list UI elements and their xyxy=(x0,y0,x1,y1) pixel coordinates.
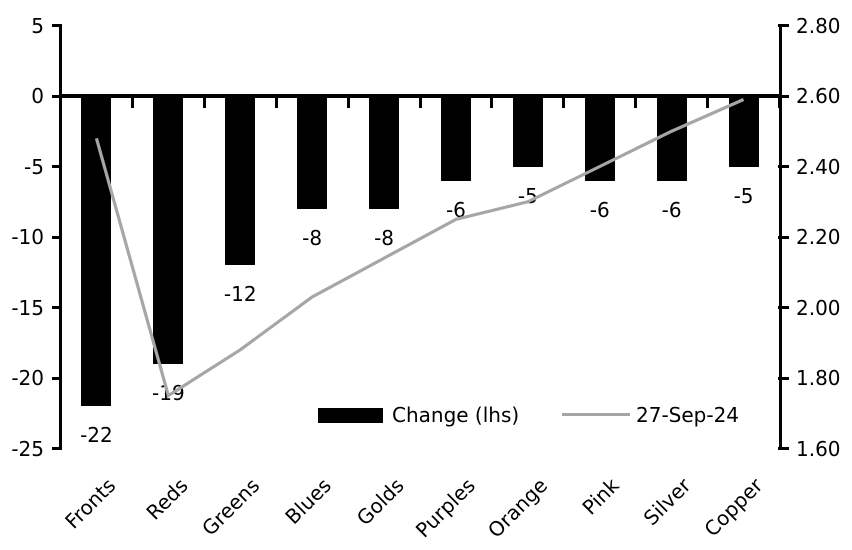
x-axis-tick xyxy=(778,96,781,108)
bar-reds xyxy=(153,96,184,364)
right-axis-tick-label: 2.00 xyxy=(796,295,841,320)
x-axis-tick xyxy=(346,96,350,108)
bar-blues xyxy=(297,96,328,209)
bar-silver xyxy=(656,96,687,181)
bar-label-purples: -6 xyxy=(445,197,466,222)
bar-label-copper: -5 xyxy=(733,183,754,208)
x-label-reds: Reds xyxy=(141,473,193,525)
bar-label-pink: -6 xyxy=(589,197,610,222)
bar-orange xyxy=(512,96,543,167)
x-axis-tick xyxy=(706,96,710,108)
left-axis-tick xyxy=(52,376,62,380)
legend-line-label: 27-Sep-24 xyxy=(636,403,740,427)
left-axis-tick-label: -25 xyxy=(11,436,44,461)
bar-copper xyxy=(728,96,759,167)
legend-bar-swatch xyxy=(318,408,383,423)
x-axis-tick xyxy=(274,96,278,108)
x-axis-tick xyxy=(490,96,494,108)
bar-purples xyxy=(440,96,471,181)
x-axis-tick xyxy=(634,96,638,108)
right-axis-tick xyxy=(778,165,789,168)
line-series-path xyxy=(94,98,745,399)
x-axis-tick xyxy=(418,96,422,108)
left-axis-tick-label: 0 xyxy=(31,84,44,108)
legend-line-swatch xyxy=(562,413,630,416)
x-label-blues: Blues xyxy=(280,473,337,529)
bar-pink xyxy=(584,96,615,181)
x-label-copper: Copper xyxy=(699,473,768,542)
right-axis-tick-label: 2.40 xyxy=(796,154,841,179)
x-label-pink: Pink xyxy=(577,473,625,520)
left-axis-tick xyxy=(52,165,62,168)
left-axis-tick-label: 5 xyxy=(31,13,44,38)
right-axis-tick-label: 1.80 xyxy=(796,366,841,390)
right-axis-tick-label: 1.60 xyxy=(796,436,841,461)
right-axis-tick xyxy=(778,94,789,98)
left-axis-tick-label: -10 xyxy=(11,225,44,249)
x-label-fronts: Fronts xyxy=(60,473,121,534)
right-axis-tick xyxy=(778,24,789,27)
right-axis-tick xyxy=(778,235,789,239)
left-axis-tick-label: -5 xyxy=(24,154,44,179)
bar-greens xyxy=(225,96,256,266)
bar-label-reds: -19 xyxy=(152,380,185,405)
left-axis-tick xyxy=(52,447,62,450)
bar-label-fronts: -22 xyxy=(80,423,113,448)
left-axis-tick xyxy=(52,24,62,27)
bar-fronts xyxy=(81,96,112,407)
bar-label-greens: -12 xyxy=(223,282,257,307)
right-axis-tick xyxy=(778,447,789,450)
bar-label-blues: -8 xyxy=(302,225,323,250)
bar-label-orange: -5 xyxy=(517,183,538,208)
left-axis-tick xyxy=(52,306,62,309)
bar-label-silver: -6 xyxy=(661,197,682,222)
bar-label-golds: -8 xyxy=(374,225,395,250)
bar-golds xyxy=(369,96,400,209)
right-axis-tick-label: 2.20 xyxy=(796,225,841,249)
legend-bar-label: Change (lhs) xyxy=(392,403,520,427)
x-label-purples: Purples xyxy=(411,473,481,543)
right-axis-tick xyxy=(778,306,789,309)
right-axis-tick-label: 2.60 xyxy=(796,84,841,108)
x-axis-tick xyxy=(130,96,134,108)
right-axis-tick xyxy=(778,376,789,380)
left-axis-tick xyxy=(52,94,62,98)
x-axis-tick xyxy=(59,96,62,108)
left-axis-tick-label: -20 xyxy=(11,366,44,390)
x-label-golds: Golds xyxy=(351,473,409,531)
x-axis-tick xyxy=(562,96,566,108)
left-axis-tick-label: -15 xyxy=(11,295,44,320)
x-axis-tick xyxy=(202,96,206,108)
x-label-greens: Greens xyxy=(197,473,265,541)
x-label-orange: Orange xyxy=(482,473,553,543)
right-axis-tick-label: 2.80 xyxy=(796,13,841,38)
left-axis-tick xyxy=(52,235,62,239)
x-label-silver: Silver xyxy=(639,473,696,530)
